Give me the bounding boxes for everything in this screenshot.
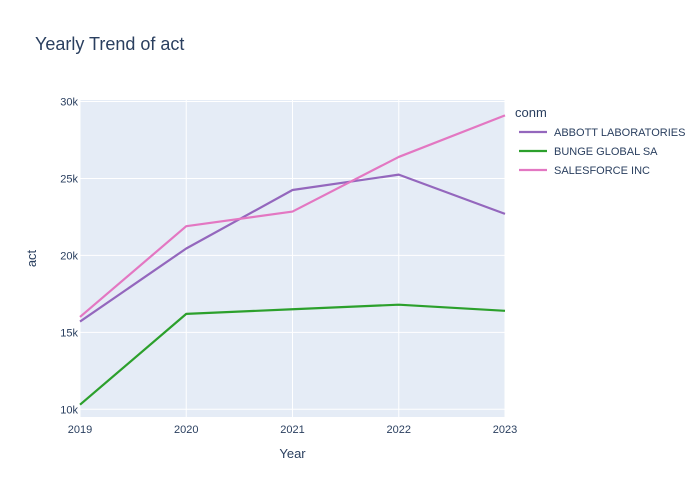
x-axis-ticks: 2019 2020 2021 2022 2023 [68, 424, 517, 436]
y-tick-label: 30k [60, 97, 78, 109]
legend-item[interactable]: ABBOTT LABORATORIES [519, 127, 685, 139]
y-tick-label: 20k [60, 250, 78, 262]
x-tick-label: 2019 [68, 424, 92, 436]
y-tick-label: 15k [60, 327, 78, 339]
legend-label: SALESFORCE INC [554, 165, 650, 177]
legend: conm ABBOTT LABORATORIES BUNGE GLOBAL SA S… [515, 105, 685, 177]
legend-label: ABBOTT LABORATORIES [554, 127, 685, 139]
x-tick-label: 2023 [493, 424, 517, 436]
series-line-abbott-laboratories [79, 173, 506, 323]
series-line-salesforce-inc [79, 114, 506, 318]
legend-item[interactable]: SALESFORCE INC [519, 165, 650, 177]
x-tick-label: 2021 [280, 424, 304, 436]
x-tick-label: 2022 [387, 424, 411, 436]
x-axis-title: Year [279, 446, 306, 461]
legend-item[interactable]: BUNGE GLOBAL SA [519, 146, 658, 158]
y-axis-title: act [24, 249, 39, 267]
chart-title: Yearly Trend of act [35, 34, 184, 54]
legend-title: conm [515, 105, 547, 120]
y-tick-label: 25k [60, 173, 78, 185]
y-axis-ticks: 10k 15k 20k 25k 30k [60, 97, 78, 417]
series-lines [79, 114, 506, 406]
y-tick-label: 10k [60, 404, 78, 416]
legend-label: BUNGE GLOBAL SA [554, 146, 658, 158]
x-tick-label: 2020 [174, 424, 198, 436]
series-line-bunge-global-sa [79, 303, 506, 406]
